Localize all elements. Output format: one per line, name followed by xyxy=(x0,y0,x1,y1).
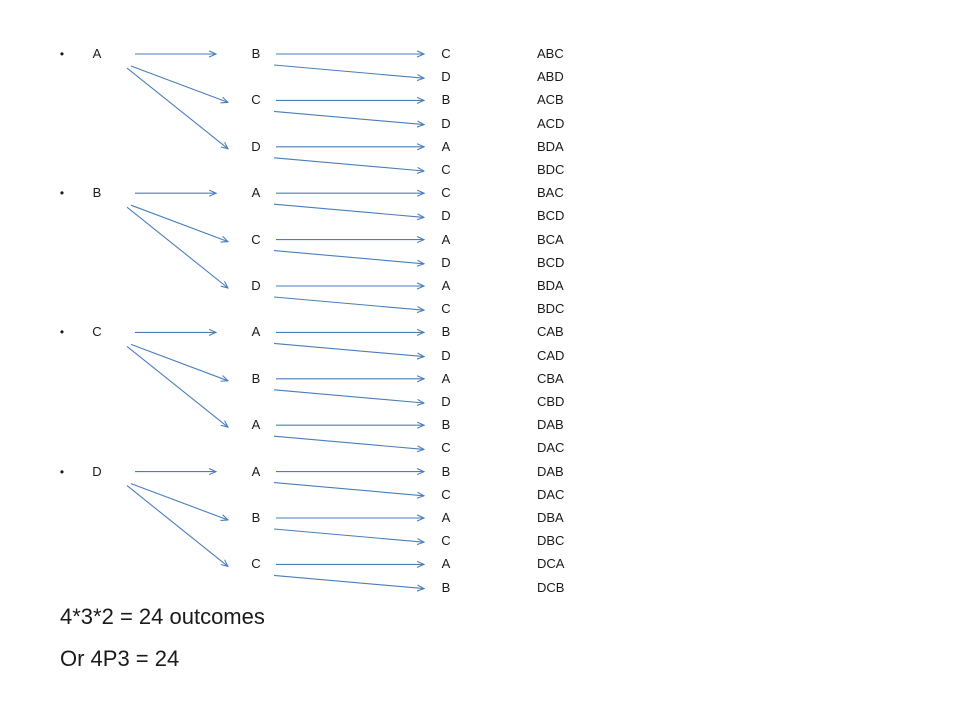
arrow-second-to-third xyxy=(273,203,424,217)
third-choice-label: B xyxy=(441,579,451,595)
outcome-label: BDC xyxy=(537,162,565,177)
second-choice-label: B xyxy=(251,370,261,386)
third-choice-label: D xyxy=(441,69,451,85)
arrow-first-to-second xyxy=(126,345,228,427)
third-choice-label: C xyxy=(441,185,451,201)
outcome-label: CBA xyxy=(537,370,564,386)
outcome-label: BCA xyxy=(537,231,564,247)
outcome-label: CAB xyxy=(537,324,564,340)
summary-line-2: Or 4P3 = 24 xyxy=(60,646,180,671)
outcome-label: ABD xyxy=(537,69,564,85)
second-choice-label: C xyxy=(251,92,261,108)
arrow-second-to-third xyxy=(273,64,424,78)
outcome-label: BAC xyxy=(537,185,564,201)
third-choice-label: A xyxy=(441,556,451,572)
third-choice-label: D xyxy=(441,254,451,270)
outcome-label: BDA xyxy=(537,278,564,293)
third-choice-label: A xyxy=(441,231,451,247)
second-choice-label: A xyxy=(251,417,261,433)
second-choice-label: A xyxy=(251,185,261,201)
arrow-second-to-third xyxy=(273,296,424,310)
arrow-second-to-third xyxy=(273,574,424,588)
outcome-label: CBD xyxy=(537,394,565,409)
outcome-label: DAB xyxy=(537,417,564,433)
bullet-icon: • xyxy=(59,325,65,340)
arrow-second-to-third xyxy=(273,250,424,264)
outcome-label: ACB xyxy=(537,92,564,108)
arrow-second-to-third xyxy=(273,435,424,449)
third-choice-label: C xyxy=(441,486,451,502)
arrow-second-to-third xyxy=(273,528,424,542)
second-choice-label: A xyxy=(251,463,261,479)
arrow-second-to-third xyxy=(273,482,424,496)
third-choice-label: A xyxy=(441,138,451,154)
arrow-first-to-second xyxy=(130,65,228,102)
third-choice-label: D xyxy=(441,394,451,409)
third-choice-label: D xyxy=(441,347,451,363)
arrow-first-to-second xyxy=(126,206,228,288)
second-choice-label: C xyxy=(251,556,261,572)
outcome-label: ABC xyxy=(537,46,564,61)
first-choice-label: B xyxy=(92,185,102,201)
second-choice-label: A xyxy=(251,324,261,340)
third-choice-label: D xyxy=(441,115,451,131)
bullet-icon: • xyxy=(59,47,65,61)
third-choice-label: B xyxy=(441,324,451,340)
first-choice-label: C xyxy=(92,324,102,340)
outcome-label: DAB xyxy=(537,463,564,479)
second-choice-label: B xyxy=(251,510,261,525)
outcome-label: BDA xyxy=(537,138,564,154)
arrow-second-to-third xyxy=(273,342,424,356)
second-choice-label: C xyxy=(251,231,261,247)
outcome-label: DAC xyxy=(537,440,565,456)
second-choice-label: D xyxy=(251,138,261,154)
third-choice-label: B xyxy=(441,463,451,479)
outcome-label: BCD xyxy=(537,208,565,224)
third-choice-label: A xyxy=(441,510,451,525)
bullet-icon: • xyxy=(59,186,65,201)
outcome-label: DCA xyxy=(537,556,565,572)
outcome-label: DAC xyxy=(537,486,565,502)
outcome-label: DBC xyxy=(537,533,565,549)
third-choice-label: B xyxy=(441,417,451,433)
arrow-first-to-second xyxy=(130,204,228,241)
arrow-second-to-third xyxy=(273,389,424,403)
outcome-label: BCD xyxy=(537,254,565,270)
third-choice-label: A xyxy=(441,370,451,386)
outcome-label: DBA xyxy=(537,510,564,525)
third-choice-label: A xyxy=(441,278,451,293)
outcome-label: DCB xyxy=(537,579,565,595)
third-choice-label: B xyxy=(441,92,451,108)
second-choice-label: D xyxy=(251,278,261,293)
third-choice-label: C xyxy=(441,162,451,177)
arrow-first-to-second xyxy=(130,483,228,520)
outcome-label: BDC xyxy=(537,301,565,317)
third-choice-label: C xyxy=(441,301,451,317)
first-choice-label: A xyxy=(92,46,102,61)
arrow-second-to-third xyxy=(273,157,424,171)
bullet-icon: • xyxy=(59,464,65,479)
first-choice-label: D xyxy=(92,463,102,479)
third-choice-label: D xyxy=(441,208,451,224)
arrow-first-to-second xyxy=(126,67,228,149)
summary-line-1: 4*3*2 = 24 outcomes xyxy=(60,604,265,629)
outcome-label: CAD xyxy=(537,347,565,363)
arrow-first-to-second xyxy=(126,485,228,567)
second-choice-label: B xyxy=(251,46,261,61)
third-choice-label: C xyxy=(441,533,451,549)
third-choice-label: C xyxy=(441,440,451,456)
outcome-label: ACD xyxy=(537,115,565,131)
third-choice-label: C xyxy=(441,46,451,61)
arrow-second-to-third xyxy=(273,110,424,124)
arrow-first-to-second xyxy=(130,343,228,380)
